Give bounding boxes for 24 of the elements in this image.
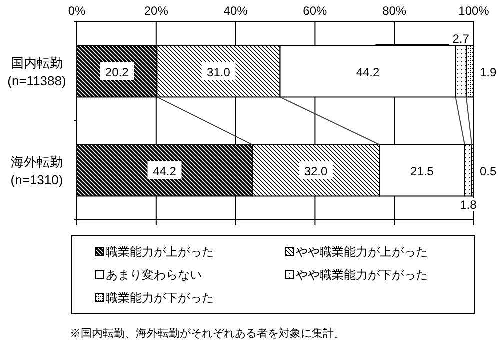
data-label: 2.7 [452,32,470,46]
data-label: 44.2 [356,66,380,80]
x-tick-label: 80% [382,4,407,18]
legend-label: やや職業能力が上がった [296,245,428,259]
legend-label: 職業能力が上がった [106,245,214,259]
x-tick-label: 20% [144,4,169,18]
x-tick-label: 60% [303,4,328,18]
data-label: 21.5 [410,164,434,178]
legend-label: あまり変わらない [106,268,202,282]
text: ※国内転勤、海外転勤がそれぞれある者を対象に集計。 [70,327,345,340]
legend-label: 職業能力が下がった [106,291,214,305]
x-tick-label: 0% [68,4,86,18]
x-tick-label: 40% [224,4,248,18]
data-label: 44.2 [153,164,177,178]
x-tick-label: 100% [458,4,490,18]
data-label: 20.2 [105,66,130,80]
legend-label: やや職業能力が下がった [296,268,428,282]
data-label: 0.5 [480,164,498,178]
y-tick-label: 海外転勤 (n=1310) [10,154,64,188]
data-label: 1.8 [460,198,478,212]
data-label: 32.0 [304,164,328,178]
data-label: 31.0 [207,66,231,80]
y-tick-label: 国内転勤 (n=11388) [8,56,66,88]
data-label: 1.9 [480,66,498,80]
